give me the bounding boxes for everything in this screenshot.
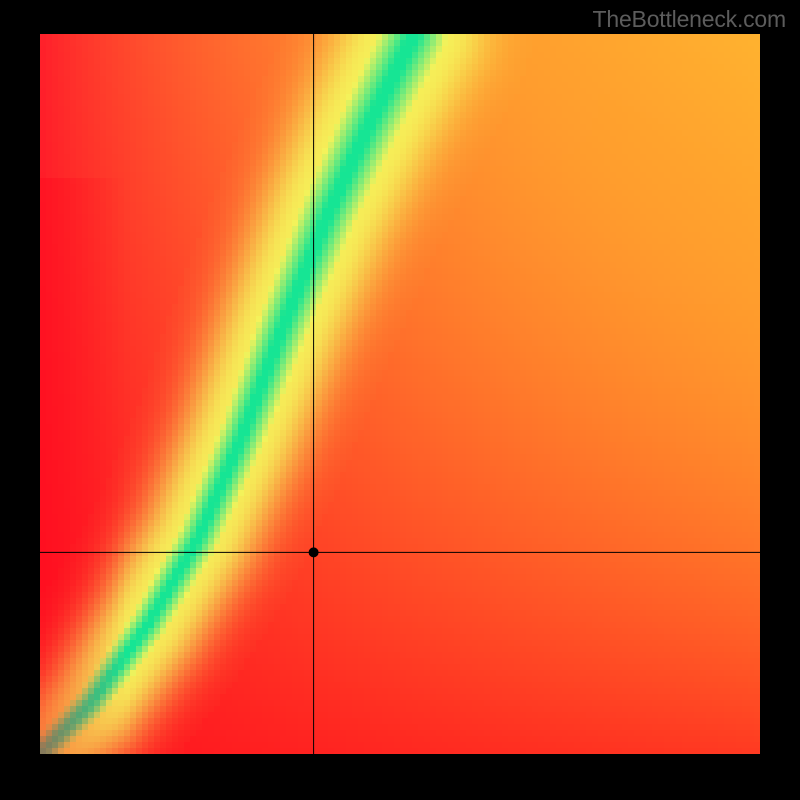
heatmap-plot xyxy=(0,0,800,800)
marker-dot xyxy=(309,547,319,557)
heatmap-cells xyxy=(40,34,760,754)
